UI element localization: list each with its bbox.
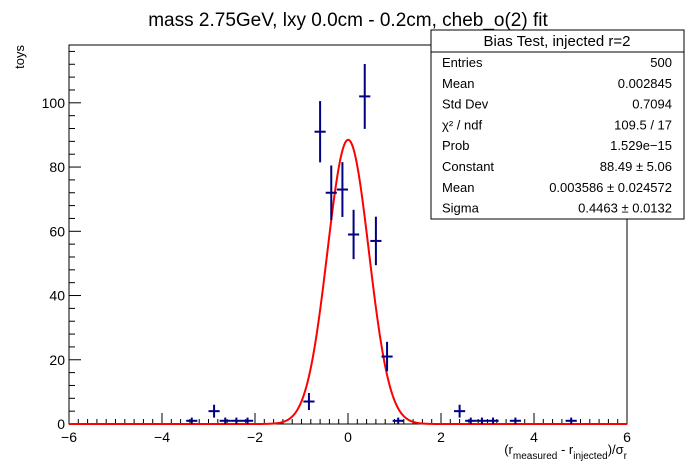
data-point (314, 101, 326, 163)
data-point (241, 417, 254, 424)
data-point (359, 63, 371, 129)
data-point (487, 417, 499, 424)
stats-row-value: 0.4463 ± 0.0132 (578, 201, 672, 216)
gaussian-fit-curve (69, 138, 627, 425)
x-tick-label: −6 (61, 429, 77, 445)
stats-row-label: χ² / ndf (442, 117, 482, 132)
data-point (565, 417, 577, 424)
data-point (348, 209, 360, 260)
data-point (509, 417, 521, 424)
stats-row-label: Mean (442, 180, 475, 195)
data-point (219, 417, 231, 424)
stats-row-value: 500 (650, 55, 672, 70)
data-point (208, 404, 220, 418)
x-tick-label: −4 (154, 429, 170, 445)
data-point (370, 216, 382, 266)
x-axis-label-part-mid: - r (557, 442, 574, 457)
stats-row-label: Sigma (442, 201, 480, 216)
x-axis-label-part-close: )/σ (608, 442, 624, 457)
data-point (230, 417, 242, 424)
stats-row-value: 88.49 ± 5.06 (600, 159, 672, 174)
stats-box-title: Bias Test, injected r=2 (484, 33, 631, 50)
stats-box-frame (430, 29, 685, 220)
data-point (336, 162, 348, 217)
data-point (325, 165, 337, 221)
x-tick-label: 4 (530, 429, 538, 445)
stats-row-label: Mean (442, 76, 475, 91)
y-tick-label: 0 (57, 416, 65, 432)
stats-row-value: 0.002845 (618, 76, 672, 91)
data-point (454, 404, 466, 418)
x-axis-label-sub-r: r (624, 451, 628, 462)
x-tick-label: 2 (437, 429, 445, 445)
y-axis-label: toys (12, 45, 27, 69)
data-point (465, 417, 477, 424)
stats-row-value: 1.529e−15 (610, 138, 672, 153)
fit-curve-layer (69, 138, 627, 425)
y-tick-label: 100 (42, 95, 66, 111)
data-points-layer (186, 63, 577, 424)
x-tick-label: 0 (344, 429, 352, 445)
x-axis-label: (rmeasured - rinjected)/σr (504, 442, 627, 462)
stats-row-label: Constant (442, 159, 494, 174)
stats-row-value: 109.5 / 17 (614, 117, 672, 132)
data-point (381, 341, 393, 372)
x-axis-label-part-open: (r (504, 442, 513, 457)
x-tick-label: 6 (623, 429, 631, 445)
x-axis-label-sub-measured: measured (513, 451, 557, 462)
x-axis-label-sub-injected: injected (573, 451, 607, 462)
x-tick-label: −2 (247, 429, 263, 445)
stats-box: Bias Test, injected r=2 Entries 500 Mean 0.… (430, 29, 685, 220)
stats-row-label: Entries (442, 55, 483, 70)
y-tick-label: 40 (49, 288, 65, 304)
data-point (476, 417, 488, 424)
data-point (392, 417, 404, 424)
y-tick-label: 20 (49, 352, 65, 368)
stats-row-label: Std Dev (442, 97, 489, 112)
stats-row-value: 0.003586 ± 0.024572 (549, 180, 672, 195)
stats-row-value: 0.7094 (632, 97, 672, 112)
chart-title: mass 2.75GeV, lxy 0.0cm - 0.2cm, cheb_o(… (148, 10, 548, 31)
stats-row-label: Prob (442, 138, 469, 153)
data-point (186, 417, 198, 424)
y-tick-label: 60 (49, 223, 65, 239)
y-tick-label: 80 (49, 159, 65, 175)
data-point (303, 393, 315, 411)
